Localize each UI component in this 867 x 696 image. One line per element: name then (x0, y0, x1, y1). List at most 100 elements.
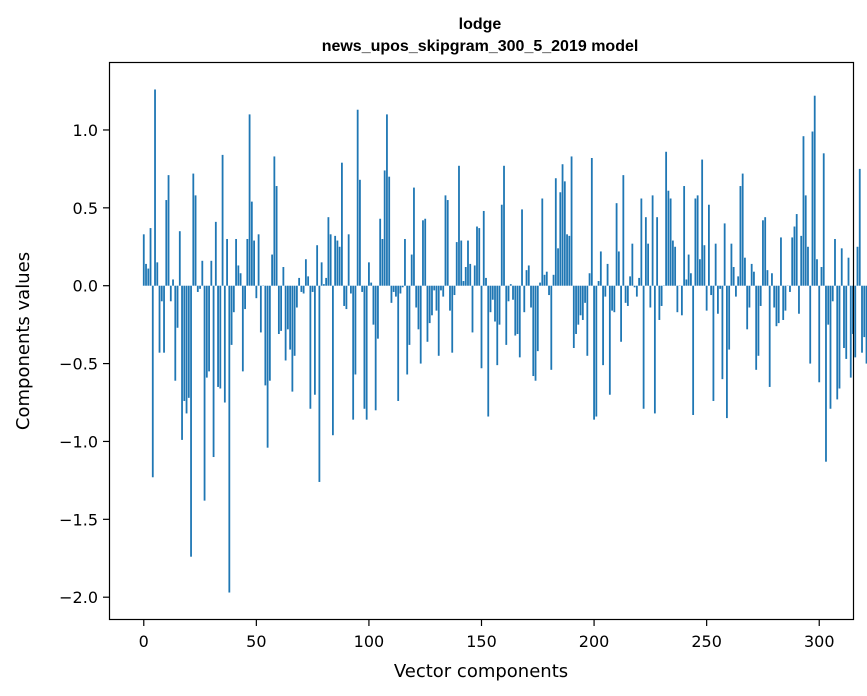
bar-130 (435, 285, 438, 311)
bar-111 (392, 285, 395, 292)
bar-177 (541, 198, 544, 286)
bar-35 (221, 154, 224, 286)
bar-44 (241, 285, 244, 372)
bar-264 (737, 276, 740, 286)
bar-279 (771, 273, 773, 286)
bar-158 (498, 285, 501, 325)
bar-112 (395, 285, 397, 297)
bar-154 (489, 285, 492, 313)
bar-313 (847, 257, 850, 286)
bar-194 (579, 285, 582, 316)
chart-subtitle: news_upos_skipgram_300_5_2019 model (322, 38, 639, 55)
bar-115 (401, 285, 404, 288)
bar-227 (653, 285, 656, 414)
bar-265 (739, 186, 742, 286)
bar-134 (444, 195, 447, 286)
bar-220 (638, 277, 641, 286)
bar-233 (667, 190, 670, 286)
bar-71 (302, 285, 305, 294)
bar-183 (554, 178, 557, 286)
bar-89 (343, 285, 346, 306)
bar-219 (635, 285, 638, 297)
bar-268 (746, 285, 749, 330)
bar-14 (174, 285, 177, 381)
bar-229 (658, 285, 661, 320)
bar-92 (350, 285, 352, 294)
bar-272 (755, 285, 758, 370)
bar-173 (532, 285, 535, 377)
bar-80 (322, 284, 325, 286)
bar-195 (581, 285, 584, 320)
bar-160 (503, 165, 505, 286)
bar-75 (311, 285, 314, 292)
bar-79 (320, 262, 323, 286)
bar-287 (789, 285, 791, 292)
bar-83 (329, 234, 332, 286)
bar-188 (566, 234, 568, 286)
bar-40 (232, 285, 235, 313)
bar-36 (223, 285, 226, 403)
bar-88 (341, 162, 343, 286)
bar-170 (525, 270, 528, 286)
bar-257 (721, 285, 724, 380)
bar-132 (440, 285, 442, 291)
bar-96 (359, 179, 361, 286)
bar-209 (613, 285, 616, 313)
bar-24 (196, 285, 199, 292)
bar-63 (284, 285, 287, 361)
bar-138 (453, 285, 456, 296)
x-axis-label: Vector components (394, 661, 568, 682)
bar-210 (615, 203, 618, 286)
bar-135 (446, 200, 449, 286)
bar-157 (496, 285, 499, 366)
bar-153 (487, 285, 490, 417)
bar-299 (816, 259, 818, 286)
bar-184 (557, 248, 559, 286)
bar-270 (750, 263, 753, 286)
bar-243 (689, 273, 692, 286)
bar-180 (548, 285, 550, 296)
bars-group (142, 89, 867, 593)
bar-293 (802, 136, 805, 286)
bar-57 (271, 254, 274, 286)
bar-131 (437, 285, 440, 356)
bar-133 (442, 285, 445, 297)
bar-241 (685, 279, 688, 286)
bar-76 (313, 285, 316, 395)
bar-237 (676, 285, 679, 313)
bar-114 (399, 285, 402, 294)
bar-30 (210, 260, 213, 286)
bar-17 (181, 285, 183, 440)
bar-226 (651, 195, 654, 286)
bar-18 (183, 285, 186, 401)
bar-67 (293, 285, 296, 356)
bar-128 (431, 285, 433, 316)
bar-42 (237, 265, 240, 286)
bar-146 (471, 285, 474, 333)
bar-224 (647, 243, 650, 286)
bar-109 (388, 176, 391, 286)
bar-203 (599, 251, 602, 286)
bar-317 (856, 246, 859, 286)
bar-222 (642, 285, 645, 409)
bar-201 (595, 285, 598, 417)
bar-98 (363, 285, 366, 409)
bar-87 (338, 246, 341, 286)
bar-246 (696, 195, 699, 286)
bar-250 (705, 285, 708, 311)
bar-113 (397, 285, 400, 401)
bar-72 (304, 259, 307, 286)
y-tick-label: 1.0 (73, 121, 98, 140)
bar-7 (158, 285, 161, 353)
bar-38 (228, 285, 231, 593)
bar-23 (194, 195, 197, 286)
bar-147 (473, 265, 476, 286)
bar-164 (512, 285, 514, 300)
bar-85 (334, 235, 337, 286)
bar-294 (804, 195, 807, 286)
bar-182 (552, 274, 555, 286)
bar-84 (332, 285, 334, 436)
bar-150 (480, 285, 483, 369)
bar-116 (404, 238, 406, 286)
